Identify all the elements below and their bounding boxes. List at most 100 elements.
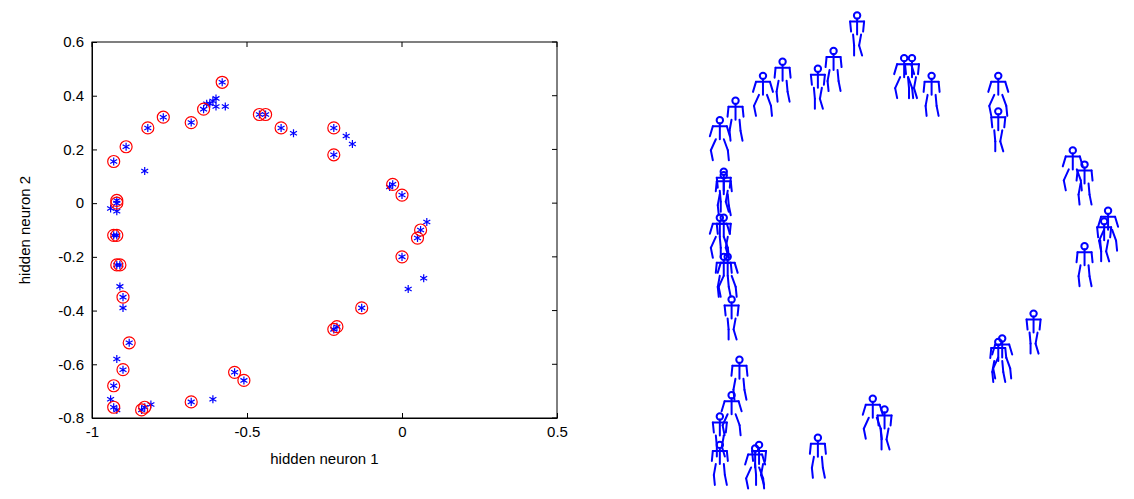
- figure-limb: [914, 88, 917, 98]
- star-point: [209, 395, 216, 403]
- figure-limb: [811, 74, 825, 76]
- figure-limb: [1000, 141, 1003, 151]
- figure-limb: [926, 95, 928, 106]
- y-tick-mark: [92, 364, 97, 365]
- star-point: [420, 274, 427, 282]
- stick-figure: [713, 413, 727, 456]
- figure-limb: [863, 22, 864, 32]
- figure-limb: [814, 99, 816, 109]
- star-point: [213, 102, 220, 110]
- marks: [107, 76, 430, 416]
- figure-limb: [812, 468, 813, 478]
- figure-limb: [717, 180, 731, 182]
- figure-limb: [725, 400, 739, 402]
- figure-limb: [1010, 368, 1011, 378]
- figure-limb: [1040, 320, 1041, 330]
- figure-limb: [820, 99, 823, 109]
- figure-limb: [725, 305, 726, 315]
- star-point: [405, 285, 412, 293]
- star-point: [358, 304, 365, 312]
- stick-figure: [894, 55, 914, 98]
- figure-limb: [887, 428, 889, 439]
- star-point: [110, 382, 117, 390]
- stick-figure: [924, 73, 940, 116]
- figure-limb: [864, 418, 869, 429]
- star-point: [330, 151, 337, 159]
- y-tick-mark: [92, 418, 97, 419]
- figure-limb: [995, 343, 1009, 345]
- circle-point: [328, 323, 340, 335]
- figure-limb: [878, 415, 879, 425]
- y-tick-label: 0.4: [63, 87, 84, 104]
- figure-limb: [728, 107, 729, 117]
- figure-limb: [1092, 171, 1093, 181]
- figure-limb: [866, 404, 880, 406]
- figure-limb: [765, 451, 766, 461]
- y-tick-label: -0.8: [58, 409, 84, 426]
- figure-limb: [711, 139, 716, 150]
- figure-limb: [718, 263, 721, 273]
- circle-point: [111, 229, 123, 241]
- figure-limb: [744, 390, 746, 400]
- y-tick-label: -0.6: [58, 356, 84, 373]
- figure-limb: [881, 439, 883, 449]
- star-point: [120, 293, 127, 301]
- figure-limb: [1030, 333, 1031, 344]
- figure-limb: [727, 451, 728, 461]
- figure-limb: [812, 457, 814, 468]
- figure-limb: [741, 131, 743, 141]
- figure-limb: [827, 56, 841, 58]
- figure-limb: [1063, 156, 1066, 166]
- stick-figure: [745, 445, 765, 488]
- figure-limb: [811, 75, 812, 85]
- figure-limb: [1081, 180, 1082, 190]
- figure-limb: [993, 357, 998, 368]
- figure-limb: [713, 423, 714, 433]
- figure-limb: [841, 57, 842, 67]
- figure-limb: [859, 35, 861, 46]
- y-tick: 0.2: [63, 141, 97, 158]
- figure-limb: [811, 443, 825, 445]
- figure-limb: [1004, 117, 1005, 127]
- circle-point: [396, 189, 408, 201]
- figure-limb: [988, 82, 991, 92]
- figure-limb: [710, 126, 713, 136]
- figure-limb: [925, 81, 939, 83]
- figure-limb: [726, 237, 728, 248]
- figure-limb: [729, 106, 743, 108]
- figure-limb: [732, 276, 736, 287]
- figure-limb: [992, 372, 993, 382]
- circle-point: [328, 122, 340, 134]
- figure-limb: [1079, 276, 1080, 286]
- y-tick-mark-right: [552, 364, 557, 365]
- stick-figure: [716, 254, 732, 297]
- y-tick: 0.6: [63, 33, 97, 50]
- circle-point: [275, 122, 287, 134]
- figure-limb: [734, 329, 737, 339]
- circle-point: [136, 404, 148, 416]
- figure-limb: [1077, 252, 1078, 262]
- figure-limb: [724, 464, 725, 475]
- figure-limb: [1112, 230, 1116, 241]
- figure-limb: [1116, 241, 1117, 251]
- figure-limb: [771, 106, 772, 116]
- figure-limb: [863, 405, 866, 415]
- figure-limb: [992, 344, 995, 354]
- figure-limb: [1064, 180, 1066, 190]
- figure-limb: [1100, 240, 1101, 251]
- circle-point: [157, 111, 169, 123]
- figure-limb: [895, 88, 897, 98]
- figure-limb: [731, 181, 732, 191]
- figure-limb: [936, 95, 937, 106]
- figure-limb: [776, 67, 790, 69]
- y-tick-mark-right: [552, 42, 557, 43]
- star-point: [188, 398, 195, 406]
- figure-limb: [743, 107, 744, 117]
- figure-limb: [1002, 95, 1006, 106]
- y-tick-label: -0.4: [58, 302, 84, 319]
- figure-limb: [937, 106, 939, 116]
- y-tick: -0.8: [58, 409, 97, 426]
- figure-limb: [722, 401, 725, 411]
- figure-limb: [853, 46, 855, 56]
- figure-limb: [912, 88, 913, 98]
